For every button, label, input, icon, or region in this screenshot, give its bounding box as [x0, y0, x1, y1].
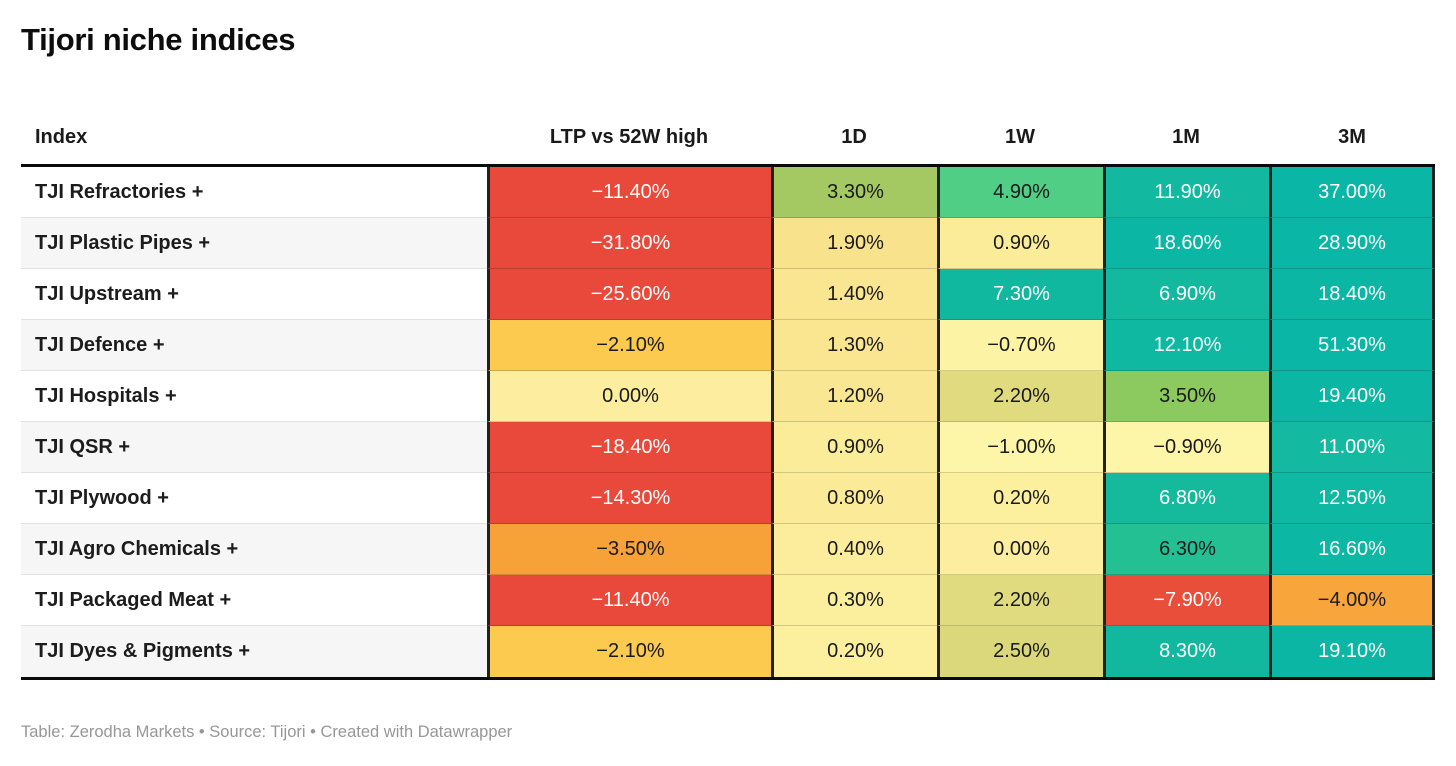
- heatmap-value-cell: −4.00%: [1269, 575, 1435, 626]
- table-row: TJI Upstream + −25.60% 1.40% 7.30% 6.90% 18.4…: [21, 269, 1435, 320]
- heatmap-value-cell: 0.90%: [937, 218, 1103, 269]
- attribution-note: Table: Zerodha Markets • Source: Tijori …: [21, 723, 513, 741]
- heatmap-value-cell: 4.90%: [937, 167, 1103, 218]
- heatmap-value-cell: 11.90%: [1103, 167, 1269, 218]
- heatmap-value-cell: 2.20%: [937, 371, 1103, 422]
- heatmap-value-cell: 19.40%: [1269, 371, 1435, 422]
- heatmap-value-cell: 37.00%: [1269, 167, 1435, 218]
- heatmap-value-cell: 19.10%: [1269, 626, 1435, 677]
- table-row: TJI Agro Chemicals + −3.50% 0.40% 0.00% 6.30…: [21, 524, 1435, 575]
- heatmap-value-cell: 2.20%: [937, 575, 1103, 626]
- heatmap-value-cell: −11.40%: [487, 575, 771, 626]
- row-label[interactable]: TJI Agro Chemicals +: [21, 524, 487, 575]
- heatmap-value-cell: 6.90%: [1103, 269, 1269, 320]
- heatmap-value-cell: −3.50%: [487, 524, 771, 575]
- row-label[interactable]: TJI Plywood +: [21, 473, 487, 524]
- heatmap-value-cell: 6.30%: [1103, 524, 1269, 575]
- heatmap-value-cell: 3.30%: [771, 167, 937, 218]
- column-header-1m[interactable]: 1M: [1172, 125, 1200, 148]
- heatmap-value-cell: 12.10%: [1103, 320, 1269, 371]
- table-body: TJI Refractories + −11.40% 3.30% 4.90% 11.90…: [21, 167, 1435, 680]
- column-header-3m[interactable]: 3M: [1338, 125, 1366, 148]
- heatmap-value-cell: 7.30%: [937, 269, 1103, 320]
- row-label[interactable]: TJI Packaged Meat +: [21, 575, 487, 626]
- heatmap-value-cell: −0.90%: [1103, 422, 1269, 473]
- heatmap-value-cell: 0.30%: [771, 575, 937, 626]
- heatmap-value-cell: −18.40%: [487, 422, 771, 473]
- page-title: Tijori niche indices: [21, 22, 296, 57]
- heatmap-value-cell: 1.30%: [771, 320, 937, 371]
- table-row: TJI Plastic Pipes + −31.80% 1.90% 0.90% 18.6…: [21, 218, 1435, 269]
- row-label[interactable]: TJI Defence +: [21, 320, 487, 371]
- heatmap-value-cell: 1.90%: [771, 218, 937, 269]
- heatmap-value-cell: 0.80%: [771, 473, 937, 524]
- heatmap-value-cell: 18.40%: [1269, 269, 1435, 320]
- heatmap-value-cell: 2.50%: [937, 626, 1103, 677]
- heatmap-value-cell: 0.40%: [771, 524, 937, 575]
- heatmap-value-cell: 0.20%: [937, 473, 1103, 524]
- heatmap-value-cell: 6.80%: [1103, 473, 1269, 524]
- table-row: TJI Defence + −2.10% 1.30% −0.70% 12.10% 51.3…: [21, 320, 1435, 371]
- heatmap-value-cell: 0.00%: [487, 371, 771, 422]
- table-row: TJI Refractories + −11.40% 3.30% 4.90% 11.90…: [21, 167, 1435, 218]
- heatmap-value-cell: 51.30%: [1269, 320, 1435, 371]
- row-label[interactable]: TJI Upstream +: [21, 269, 487, 320]
- table-row: TJI QSR + −18.40% 0.90% −1.00% −0.90% 11.00%: [21, 422, 1435, 473]
- heatmap-value-cell: 28.90%: [1269, 218, 1435, 269]
- table-row: TJI Plywood + −14.30% 0.80% 0.20% 6.80% 12.50…: [21, 473, 1435, 524]
- heatmap-value-cell: 11.00%: [1269, 422, 1435, 473]
- heatmap-value-cell: −2.10%: [487, 320, 771, 371]
- heatmap-value-cell: 0.00%: [937, 524, 1103, 575]
- heatmap-value-cell: 18.60%: [1103, 218, 1269, 269]
- heatmap-value-cell: −11.40%: [487, 167, 771, 218]
- column-header-1d[interactable]: 1D: [841, 125, 867, 148]
- heatmap-value-cell: 16.60%: [1269, 524, 1435, 575]
- heatmap-value-cell: 1.40%: [771, 269, 937, 320]
- heatmap-value-cell: −25.60%: [487, 269, 771, 320]
- heatmap-value-cell: 8.30%: [1103, 626, 1269, 677]
- table-row: TJI Dyes & Pigments + −2.10% 0.20% 2.50% 8.3…: [21, 626, 1435, 677]
- table-header-row: Index LTP vs 52W high 1D 1W 1M 3M: [21, 110, 1435, 167]
- heatmap-value-cell: 0.20%: [771, 626, 937, 677]
- indices-table: Index LTP vs 52W high 1D 1W 1M 3M TJI Re…: [21, 110, 1435, 680]
- heatmap-value-cell: 0.90%: [771, 422, 937, 473]
- heatmap-value-cell: 12.50%: [1269, 473, 1435, 524]
- column-header-ltp-vs-52w-high[interactable]: LTP vs 52W high: [549, 125, 709, 148]
- heatmap-value-cell: −31.80%: [487, 218, 771, 269]
- column-header-1w[interactable]: 1W: [1005, 125, 1035, 148]
- column-header-index[interactable]: Index: [35, 125, 88, 148]
- heatmap-value-cell: −14.30%: [487, 473, 771, 524]
- row-label[interactable]: TJI Hospitals +: [21, 371, 487, 422]
- heatmap-value-cell: −0.70%: [937, 320, 1103, 371]
- row-label[interactable]: TJI Plastic Pipes +: [21, 218, 487, 269]
- table-row: TJI Packaged Meat + −11.40% 0.30% 2.20% −7.9…: [21, 575, 1435, 626]
- heatmap-value-cell: −7.90%: [1103, 575, 1269, 626]
- row-label[interactable]: TJI Dyes & Pigments +: [21, 626, 487, 677]
- row-label[interactable]: TJI QSR +: [21, 422, 487, 473]
- heatmap-value-cell: −2.10%: [487, 626, 771, 677]
- heatmap-value-cell: 3.50%: [1103, 371, 1269, 422]
- table-row: TJI Hospitals +0.00% 1.20% 2.20% 3.50% 19.40…: [21, 371, 1435, 422]
- heatmap-value-cell: −1.00%: [937, 422, 1103, 473]
- row-label[interactable]: TJI Refractories +: [21, 167, 487, 218]
- heatmap-value-cell: 1.20%: [771, 371, 937, 422]
